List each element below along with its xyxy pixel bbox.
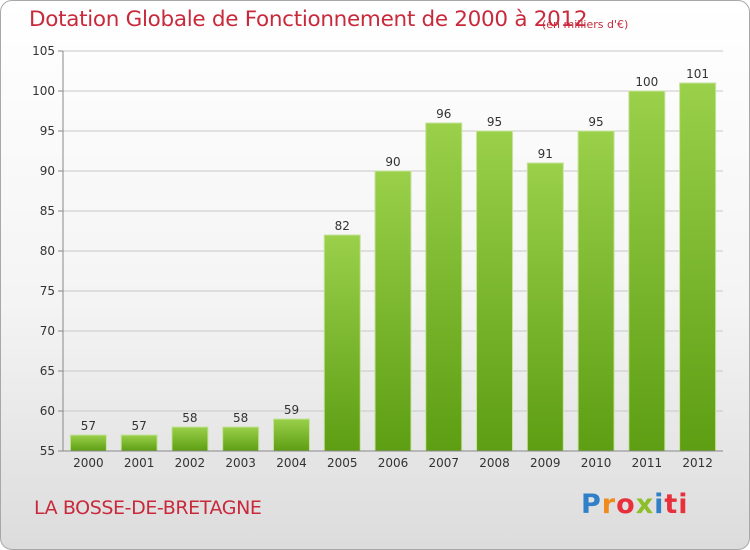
bar-value-label: 95 [588, 115, 603, 129]
bars [69, 82, 717, 452]
unit-note: (en milliers d'€) [542, 18, 629, 31]
y-tick-label: 90 [40, 164, 55, 178]
x-tick-label: 2009 [530, 456, 561, 470]
x-tick-label: 2011 [632, 456, 663, 470]
bar-2004[interactable] [272, 418, 310, 452]
bar-2000[interactable] [69, 434, 107, 452]
logo-letter: ti [664, 489, 689, 520]
x-tick-label: 2001 [124, 456, 155, 470]
x-tick-label: 2003 [225, 456, 256, 470]
bar-value-label: 57 [81, 419, 96, 433]
x-tick-label: 2007 [428, 456, 459, 470]
chart-title: Dotation Globale de Fonctionnement de 20… [29, 7, 588, 32]
x-tick-label: 2000 [73, 456, 104, 470]
bar-2001[interactable] [120, 434, 158, 452]
bar-value-labels: 57 57 58 58 59 82 90 96 95 91 95 100 101 [81, 67, 709, 433]
y-tick-label: 105 [32, 44, 55, 58]
bar-2011[interactable] [628, 90, 666, 452]
logo-letter: r [601, 489, 617, 520]
bar-2003[interactable] [222, 426, 260, 452]
y-tick-label: 60 [40, 404, 55, 418]
y-axis-ticks: 55 60 65 70 75 80 85 90 95 100 105 [32, 44, 64, 458]
x-tick-label: 2002 [175, 456, 206, 470]
bar-value-label: 90 [385, 155, 400, 169]
logo-letter: x [635, 489, 655, 520]
commune-name: LA BOSSE-DE-BRETAGNE [34, 497, 262, 519]
x-tick-label: 2006 [378, 456, 409, 470]
y-tick-label: 85 [40, 204, 55, 218]
proxiti-logo[interactable]: Proxiti [581, 489, 689, 520]
x-tick-label: 2004 [276, 456, 307, 470]
bar-2010[interactable] [577, 130, 615, 452]
y-tick-label: 65 [40, 364, 55, 378]
bar-value-label: 96 [436, 107, 451, 121]
bar-value-label: 58 [233, 411, 248, 425]
y-tick-label: 80 [40, 244, 55, 258]
x-tick-label: 2012 [682, 456, 713, 470]
bar-value-label: 58 [182, 411, 197, 425]
bar-value-label: 57 [132, 419, 147, 433]
x-tick-label: 2005 [327, 456, 358, 470]
y-tick-label: 55 [40, 444, 55, 458]
bar-2005[interactable] [323, 234, 361, 452]
bar-value-label: 100 [635, 75, 658, 89]
bar-value-label: 101 [686, 67, 709, 81]
logo-letter: i [654, 489, 665, 520]
y-tick-label: 95 [40, 124, 55, 138]
x-axis-ticks: 2000 2001 2002 2003 2004 2005 2006 2007 2008 2009… [63, 450, 723, 470]
bar-2009[interactable] [526, 162, 564, 452]
bar-value-label: 59 [284, 403, 299, 417]
bar-2006[interactable] [374, 170, 412, 452]
logo-letter: P [581, 489, 602, 520]
y-tick-label: 100 [32, 84, 55, 98]
bar-2007[interactable] [425, 122, 463, 452]
bar-value-label: 82 [335, 219, 350, 233]
bar-2012[interactable] [679, 82, 717, 452]
bar-2002[interactable] [171, 426, 209, 452]
x-tick-label: 2008 [479, 456, 510, 470]
y-tick-label: 70 [40, 324, 55, 338]
bar-2008[interactable] [476, 130, 514, 452]
bar-value-label: 91 [538, 147, 553, 161]
logo-letter: o [616, 489, 636, 520]
y-tick-label: 75 [40, 284, 55, 298]
x-tick-label: 2010 [581, 456, 612, 470]
bar-value-label: 95 [487, 115, 502, 129]
